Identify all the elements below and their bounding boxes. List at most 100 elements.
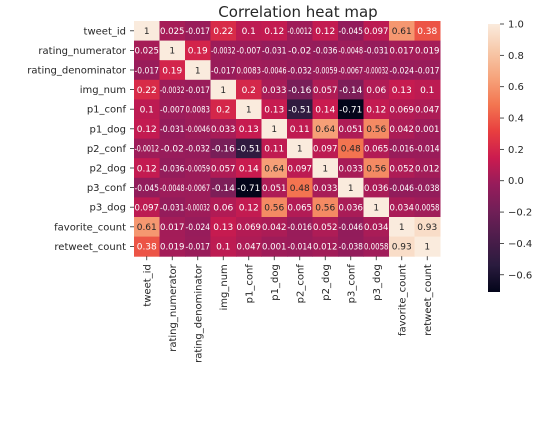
colorbar-tick-label: −0.4 (508, 239, 532, 250)
cell-value-label: 1 (144, 27, 150, 37)
y-tick-labels: tweet_id rating_numerator rating_denominat… (27, 26, 134, 253)
cell-value-label: -0.0048 (339, 47, 364, 57)
cell-value-label: 0.13 (264, 106, 284, 116)
cell-value-label: -0.0046 (262, 66, 287, 76)
x-tick-label: tweet_id (142, 264, 153, 306)
cell-value-label: 0.033 (211, 125, 236, 135)
cell-value-label: -0.031 (364, 47, 389, 57)
cell-value-label: -0.031 (262, 47, 287, 57)
cell-value-label: 0.12 (315, 27, 335, 37)
cell-value-label: 0.042 (262, 223, 287, 233)
cell-value-label: -0.0048 (160, 184, 185, 194)
cell-value-label: 0.0058 (415, 204, 440, 214)
cell-value-label: -0.014 (288, 243, 313, 253)
cell-value-label: -0.032 (186, 145, 211, 155)
cell-value-label: 0.14 (315, 106, 335, 116)
cell-value-label: -0.02 (288, 47, 311, 57)
cell-value-label: -0.017 (186, 86, 211, 96)
x-tick-label: rating_numerator (168, 263, 179, 351)
y-tick-label: favorite_count (54, 222, 126, 233)
colorbar-tick-label: 0.4 (508, 114, 524, 125)
cell-value-label: -0.038 (339, 243, 364, 253)
cell-value-label: 0.0083 (186, 106, 211, 116)
colorbar-tick-label: 0.8 (508, 51, 524, 62)
cell-value-label: 0.017 (390, 47, 415, 57)
cell-value-label: 0.13 (392, 86, 412, 96)
cell-value-label: 0.56 (366, 164, 386, 174)
cell-value-label: -0.00032 (186, 204, 211, 214)
cell-value-label: 0.069 (390, 106, 415, 116)
cell-value-label: 0.14 (239, 164, 259, 174)
cell-value-label: -0.036 (160, 164, 185, 174)
cell-value-label: -0.024 (390, 66, 415, 76)
cell-value-label: 0.036 (364, 184, 389, 194)
cell-value-label: 0.012 (313, 243, 338, 253)
cell-value-label: 0.019 (415, 47, 440, 57)
cell-value-label: -0.14 (212, 184, 236, 194)
cell-value-label: 1 (169, 47, 175, 57)
cell-value-label: 0.11 (264, 145, 284, 155)
cell-value-label: 1 (246, 106, 252, 116)
x-tick-label: p1_conf (244, 264, 255, 304)
y-tick-label: p3_dog (89, 203, 126, 214)
cell-value-label: 1 (399, 223, 405, 233)
cell-value-label: 0.61 (137, 223, 157, 233)
cell-value-label: 1 (322, 164, 328, 174)
y-tick-label: tweet_id (84, 26, 126, 37)
cell-value-label: 0.0058 (364, 243, 389, 253)
cell-value-label: -0.017 (211, 66, 236, 76)
cell-value-label: 0.56 (366, 125, 386, 135)
cell-value-label: -0.007 (160, 106, 185, 116)
cell-value-label: 1 (220, 86, 226, 96)
cell-value-label: -0.017 (135, 66, 160, 76)
cell-value-label: 0.097 (288, 164, 313, 174)
cell-value-label: 0.051 (262, 184, 287, 194)
cell-value-label: -0.014 (415, 145, 440, 155)
cell-value-label: 0.12 (264, 27, 284, 37)
cell-value-label: 0.033 (313, 184, 338, 194)
cell-value-label: 0.48 (290, 184, 310, 194)
cell-value-label: 0.93 (392, 243, 412, 253)
cell-value-label: 0.64 (315, 125, 335, 135)
cell-value-label: 0.025 (135, 47, 160, 57)
x-tick-label: p3_dog (372, 264, 383, 301)
cell-value-label: 0.033 (339, 164, 364, 174)
cell-value-label: 0.042 (390, 125, 415, 135)
cell-value-label: 0.38 (137, 243, 157, 253)
cell-value-label: 0.48 (341, 145, 361, 155)
cell-value-label: 0.012 (415, 164, 440, 174)
cell-value-label: 0.052 (313, 223, 338, 233)
cell-value-label: -0.14 (339, 86, 363, 96)
cell-value-label: 0.034 (390, 204, 415, 214)
cell-value-label: -0.032 (288, 66, 313, 76)
cell-value-label: 0.12 (137, 125, 157, 135)
cell-value-label: 0.06 (366, 86, 386, 96)
cell-value-label: 0.2 (242, 86, 256, 96)
cell-value-label: -0.016 (390, 145, 415, 155)
cell-value-label: 0.097 (364, 27, 389, 37)
cell-value-label: 1 (373, 204, 379, 214)
cell-value-label: 1 (424, 243, 430, 253)
cell-value-label: 0.11 (290, 125, 310, 135)
heatmap-cells: 1 0.025 -0.017 0.22 0.1 0.12 -0.0012 0.12 -0.045… (134, 21, 441, 257)
cell-value-label: -0.0032 (211, 47, 236, 57)
colorbar-tick-label: −0.2 (508, 208, 532, 219)
y-tick-label: rating_denominator (27, 66, 127, 77)
cell-value-label: 0.19 (162, 66, 182, 76)
cell-value-label: -0.038 (415, 184, 440, 194)
cell-value-label: 0.13 (213, 223, 233, 233)
cell-value-label: -0.00032 (364, 66, 389, 76)
cell-value-label: -0.51 (288, 106, 311, 116)
x-tick-label: rating_denominator (193, 263, 204, 363)
cell-value-label: -0.036 (313, 47, 338, 57)
cell-value-label: 0.56 (315, 204, 335, 214)
cell-value-label: -0.046 (390, 184, 415, 194)
cell-value-label: -0.0067 (186, 184, 211, 194)
cell-value-label: -0.045 (339, 27, 364, 37)
cell-value-label: -0.71 (339, 106, 362, 116)
cell-value-label: -0.017 (415, 66, 440, 76)
cell-value-label: -0.046 (339, 223, 364, 233)
y-tick-label: p3_conf (87, 183, 127, 194)
y-tick-label: retweet_count (54, 242, 126, 253)
cell-value-label: 0.033 (262, 86, 287, 96)
